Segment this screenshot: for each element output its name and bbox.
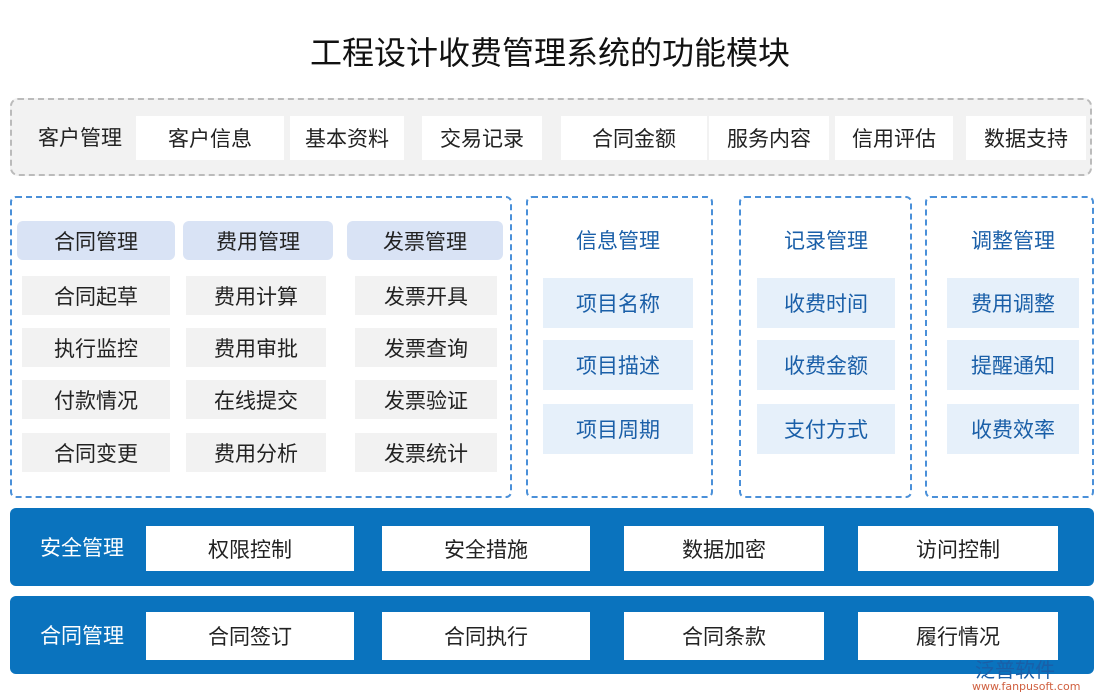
module-item: 发票开具 [355,276,497,315]
page-title: 工程设计收费管理系统的功能模块 [309,34,790,72]
info-item: 项目名称 [543,278,693,328]
security-item: 安全措施 [382,526,590,571]
module-item: 在线提交 [186,380,326,419]
record-panel [739,196,912,498]
customer-item: 基本资料 [290,116,404,160]
logo-name: 泛普软件 [975,658,1055,682]
logo-url: www.fanpusoft.com [972,680,1081,693]
customer-label: 客户管理 [38,126,122,150]
module-header: 发票管理 [347,221,503,260]
customer-item: 数据支持 [966,116,1086,160]
security-item: 权限控制 [146,526,354,571]
module-item: 发票查询 [355,328,497,367]
module-item: 发票验证 [355,380,497,419]
module-item: 付款情况 [22,380,170,419]
customer-item: 服务内容 [709,116,829,160]
security-item: 数据加密 [624,526,824,571]
contract-item: 合同签订 [146,612,354,660]
info-panel [526,196,713,498]
info-title: 信息管理 [576,229,660,253]
module-item: 执行监控 [22,328,170,367]
customer-item: 客户信息 [136,116,284,160]
module-item: 费用分析 [186,433,326,472]
record-title: 记录管理 [784,229,868,253]
info-item: 项目周期 [543,404,693,454]
module-item: 合同变更 [22,433,170,472]
left-panel [10,196,512,498]
contract-item: 合同执行 [382,612,590,660]
contract-item: 合同条款 [624,612,824,660]
adjust-title: 调整管理 [971,229,1055,253]
security-label: 安全管理 [40,536,124,560]
module-header: 合同管理 [17,221,175,260]
record-item: 收费金额 [757,340,895,390]
module-item: 合同起草 [22,276,170,315]
record-item: 支付方式 [757,404,895,454]
customer-item: 合同金额 [561,116,707,160]
info-item: 项目描述 [543,340,693,390]
customer-item: 交易记录 [422,116,542,160]
customer-item: 信用评估 [835,116,953,160]
module-item: 发票统计 [355,433,497,472]
contract-item: 履行情况 [858,612,1058,660]
module-item: 费用审批 [186,328,326,367]
contract-label: 合同管理 [40,624,124,648]
adjust-item: 费用调整 [947,278,1079,328]
adjust-panel [925,196,1094,498]
adjust-item: 收费效率 [947,404,1079,454]
adjust-item: 提醒通知 [947,340,1079,390]
security-item: 访问控制 [858,526,1058,571]
module-header: 费用管理 [183,221,333,260]
record-item: 收费时间 [757,278,895,328]
module-item: 费用计算 [186,276,326,315]
